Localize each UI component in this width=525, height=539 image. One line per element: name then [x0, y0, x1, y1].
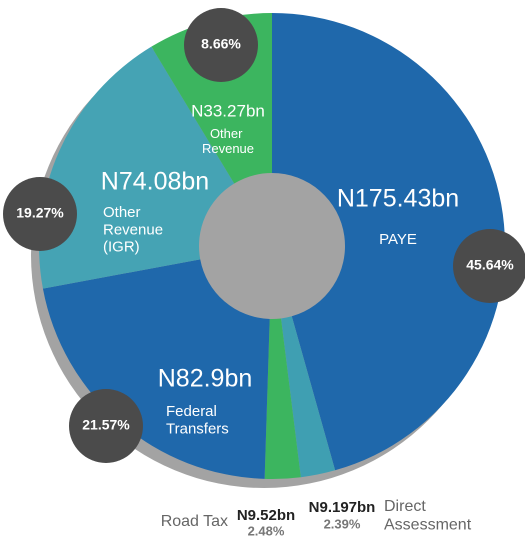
percent-label: 21.57%	[82, 417, 130, 433]
donut-segment	[38, 46, 235, 289]
percent-label: 2.39%	[324, 516, 361, 531]
percent-label: 19.27%	[16, 205, 64, 221]
donut-segment	[264, 318, 301, 479]
percent-bubble	[184, 8, 258, 82]
amount-label: N33.27bn	[191, 101, 265, 120]
donut-segment	[281, 316, 336, 478]
category-label: Direct Assessment	[384, 498, 472, 533]
amount-label: N82.9bn	[158, 365, 253, 393]
category-label: PAYE	[379, 231, 417, 248]
percent-label: 8.66%	[201, 36, 241, 52]
percent-bubble	[69, 389, 143, 463]
amount-label: N175.43bn	[337, 185, 459, 213]
category-label: Other Revenue	[202, 126, 254, 156]
category-label: Federal Transfers	[166, 403, 229, 437]
donut-segment	[42, 259, 270, 479]
percent-label: 45.64%	[466, 257, 514, 273]
amount-label: N74.08bn	[101, 168, 209, 196]
amount-label: N9.52bn	[237, 507, 295, 524]
percent-label: 2.48%	[248, 523, 285, 538]
percent-bubble	[3, 177, 77, 251]
percent-bubble	[453, 229, 525, 303]
donut-segment	[272, 13, 505, 471]
amount-label: N9.197bn	[309, 499, 376, 516]
category-label: Road Tax	[161, 513, 228, 530]
category-label: Other Revenue (IGR)	[103, 204, 167, 256]
